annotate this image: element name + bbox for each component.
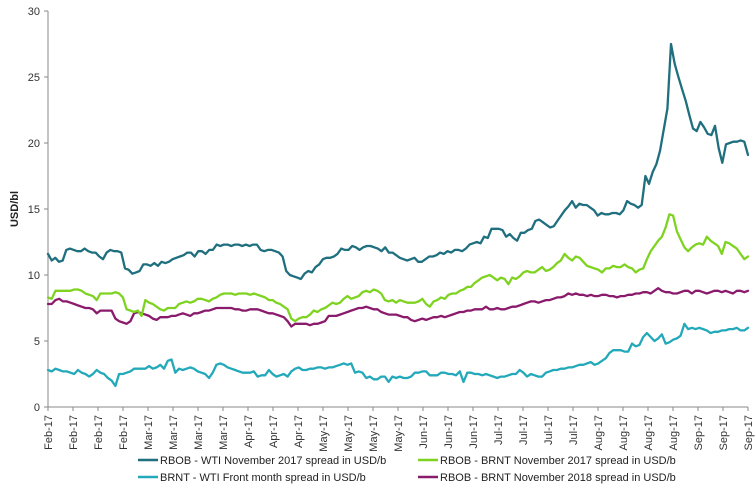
series-line-rbob-wti-nov17 — [46, 42, 750, 281]
x-tick-label: Apr-17 — [243, 415, 255, 448]
x-tick-label: May-17 — [318, 415, 330, 452]
x-tick-label: Jul-17 — [543, 415, 555, 445]
x-tick-label: Mar-17 — [168, 415, 180, 450]
x-tick-label: Apr-17 — [268, 415, 280, 448]
legend-label: RBOB - BRNT November 2018 spread in USD/… — [440, 472, 676, 484]
legend-item-rbob-brnt-nov18: RBOB - BRNT November 2018 spread in USD/… — [418, 472, 676, 484]
x-tick-label: Mar-17 — [218, 415, 230, 450]
x-tick-label: Jul-17 — [568, 415, 580, 445]
legend-label: RBOB - BRNT November 2017 spread in USD/… — [440, 455, 676, 467]
x-tick-label: Jun-17 — [418, 415, 430, 449]
series-line-rbob-brnt-nov17 — [46, 213, 750, 323]
legend-item-brnt-wti-front: BRNT - WTI Front month spread in USD/b — [138, 472, 366, 484]
x-tick-label: Aug-17 — [668, 415, 680, 450]
x-tick-label: Jun-17 — [443, 415, 455, 449]
x-tick-label: Feb-17 — [68, 415, 80, 450]
x-tick-label: Jul-17 — [518, 415, 530, 445]
y-tick-label: 15 — [28, 204, 40, 216]
y-tick-label: 10 — [28, 270, 40, 282]
x-tick-label: Sep-17 — [718, 415, 730, 450]
x-tick-label: May-17 — [368, 415, 380, 452]
x-tick-label: May-17 — [343, 415, 355, 452]
legend-item-rbob-brnt-nov17: RBOB - BRNT November 2017 spread in USD/… — [418, 455, 676, 467]
series-line-rbob-brnt-nov18 — [46, 287, 750, 328]
x-tick-label: Feb-17 — [43, 415, 55, 450]
x-tick-label: Aug-17 — [618, 415, 630, 450]
x-tick-label: Feb-17 — [118, 415, 130, 450]
x-axis-ticks: Feb-17 Feb-17 Feb-17 Feb-17 Mar-17 Mar-17 Mar-… — [43, 407, 755, 452]
x-tick-label: Mar-17 — [193, 415, 205, 450]
legend-label: RBOB - WTI November 2017 spread in USD/b — [160, 455, 386, 467]
series-line-brnt-wti-front — [46, 322, 750, 388]
chart-axes — [47, 11, 748, 408]
y-tick-label: 5 — [34, 336, 40, 348]
x-tick-label: Aug-17 — [643, 415, 655, 450]
y-tick-label: 30 — [28, 6, 40, 18]
x-tick-label: Feb-17 — [93, 415, 105, 450]
legend-item-rbob-wti-nov17: RBOB - WTI November 2017 spread in USD/b — [138, 455, 386, 467]
y-tick-label: 0 — [34, 402, 40, 414]
x-tick-label: Aug-17 — [593, 415, 605, 450]
y-axis-ticks: 0 5 10 15 20 25 30 — [28, 6, 48, 414]
x-tick-label: May-17 — [393, 415, 405, 452]
x-tick-label: Jul-17 — [493, 415, 505, 445]
x-tick-label: Mar-17 — [143, 415, 155, 450]
y-tick-label: 20 — [28, 138, 40, 150]
y-axis-label: USD/bl — [9, 191, 21, 227]
x-tick-label: Sep-17 — [693, 415, 705, 450]
series-layer — [46, 42, 750, 388]
x-tick-label: Jun-17 — [468, 415, 480, 449]
x-tick-label: Sep-17 — [743, 415, 755, 450]
x-tick-label: Apr-17 — [293, 415, 305, 448]
legend-label: BRNT - WTI Front month spread in USD/b — [160, 472, 366, 484]
legend: RBOB - WTI November 2017 spread in USD/b… — [138, 455, 676, 484]
y-tick-label: 25 — [28, 72, 40, 84]
